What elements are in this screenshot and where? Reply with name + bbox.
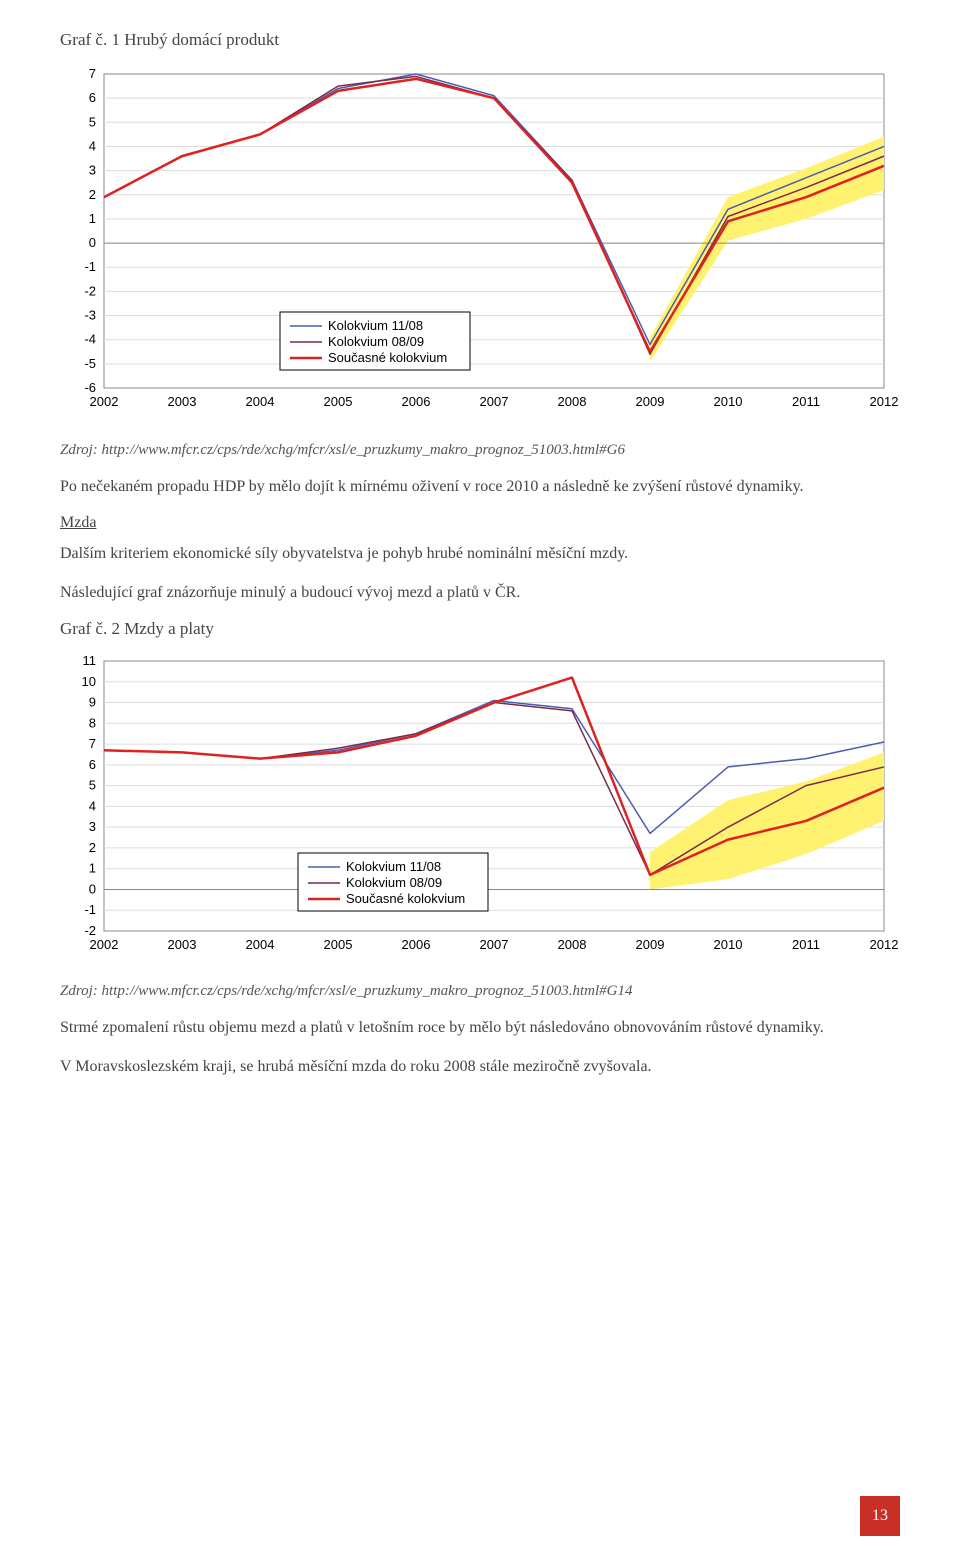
svg-text:0: 0 (89, 882, 96, 897)
svg-text:6: 6 (89, 757, 96, 772)
svg-text:2009: 2009 (636, 937, 665, 952)
svg-text:2004: 2004 (246, 937, 275, 952)
svg-text:-6: -6 (84, 380, 96, 395)
paragraph-2: Dalším kriteriem ekonomické síly obyvate… (60, 542, 900, 567)
svg-text:2003: 2003 (168, 937, 197, 952)
paragraph-5: V Moravskoslezském kraji, se hrubá měsíč… (60, 1055, 900, 1080)
svg-text:2002: 2002 (90, 937, 119, 952)
chart2-title: Graf č. 2 Mzdy a platy (60, 619, 900, 639)
chart2-container: -2 -1 0 1 2 3 4 5 6 7 8 9 10 11 2002 2003 2004 2005 2006 20… (60, 653, 898, 965)
svg-text:Kolokvium 08/09: Kolokvium 08/09 (346, 875, 442, 890)
svg-text:-1: -1 (84, 903, 96, 918)
svg-text:2005: 2005 (324, 394, 353, 409)
svg-text:2005: 2005 (324, 937, 353, 952)
chart1-container: -6 -5 -4 -3 -2 -1 0 1 2 3 4 5 6 7 2002 2003 2004 2005 2006… (60, 64, 898, 424)
svg-text:1: 1 (89, 861, 96, 876)
paragraph-3: Následující graf znázorňuje minulý a bud… (60, 581, 900, 606)
svg-text:5: 5 (89, 778, 96, 793)
svg-text:Kolokvium 11/08: Kolokvium 11/08 (346, 859, 441, 874)
svg-text:2010: 2010 (714, 394, 743, 409)
svg-text:2009: 2009 (636, 394, 665, 409)
svg-text:2011: 2011 (792, 394, 820, 409)
svg-text:2008: 2008 (558, 394, 587, 409)
chart1-title: Graf č. 1 Hrubý domácí produkt (60, 30, 900, 50)
chart1-svg: -6 -5 -4 -3 -2 -1 0 1 2 3 4 5 6 7 2002 2003 2004 2005 2006… (60, 64, 898, 424)
svg-text:2006: 2006 (402, 394, 431, 409)
svg-text:10: 10 (82, 674, 96, 689)
svg-text:6: 6 (89, 90, 96, 105)
svg-text:2012: 2012 (870, 937, 898, 952)
svg-text:11: 11 (83, 653, 97, 668)
paragraph-1: Po nečekaném propadu HDP by mělo dojít k… (60, 475, 900, 500)
svg-text:-5: -5 (84, 356, 96, 371)
svg-text:2007: 2007 (480, 937, 509, 952)
svg-text:7: 7 (89, 66, 96, 81)
svg-text:3: 3 (89, 163, 96, 178)
svg-text:-1: -1 (84, 259, 96, 274)
svg-text:-3: -3 (84, 308, 96, 323)
svg-text:2: 2 (89, 187, 96, 202)
svg-text:7: 7 (89, 736, 96, 751)
svg-text:2007: 2007 (480, 394, 509, 409)
svg-text:1: 1 (89, 211, 96, 226)
svg-text:Kolokvium 08/09: Kolokvium 08/09 (328, 334, 424, 349)
svg-text:4: 4 (89, 138, 96, 153)
paragraph-4: Strmé zpomalení růstu objemu mezd a plat… (60, 1016, 900, 1041)
svg-text:3: 3 (89, 820, 96, 835)
svg-text:-2: -2 (84, 283, 96, 298)
svg-text:Současné kolokvium: Současné kolokvium (328, 350, 447, 365)
svg-text:-2: -2 (84, 923, 96, 938)
svg-text:5: 5 (89, 114, 96, 129)
svg-text:0: 0 (89, 235, 96, 250)
svg-text:2004: 2004 (246, 394, 275, 409)
page-number: 13 (860, 1496, 900, 1536)
chart2-source: Zdroj: http://www.mfcr.cz/cps/rde/xchg/m… (60, 983, 900, 1000)
svg-text:8: 8 (89, 716, 96, 731)
svg-text:2003: 2003 (168, 394, 197, 409)
svg-text:Kolokvium 11/08: Kolokvium 11/08 (328, 318, 423, 333)
svg-text:2008: 2008 (558, 937, 587, 952)
svg-text:Současné kolokvium: Současné kolokvium (346, 891, 465, 906)
svg-text:2012: 2012 (870, 394, 898, 409)
svg-text:2010: 2010 (714, 937, 743, 952)
svg-text:9: 9 (89, 695, 96, 710)
svg-text:-4: -4 (84, 332, 96, 347)
svg-text:2011: 2011 (792, 937, 820, 952)
chart2-svg: -2 -1 0 1 2 3 4 5 6 7 8 9 10 11 2002 2003 2004 2005 2006 20… (60, 653, 898, 965)
chart1-source: Zdroj: http://www.mfcr.cz/cps/rde/xchg/m… (60, 442, 900, 459)
svg-text:2006: 2006 (402, 937, 431, 952)
svg-text:2: 2 (89, 840, 96, 855)
svg-text:4: 4 (89, 799, 96, 814)
subhead-mzda: Mzda (60, 514, 900, 532)
svg-text:2002: 2002 (90, 394, 119, 409)
